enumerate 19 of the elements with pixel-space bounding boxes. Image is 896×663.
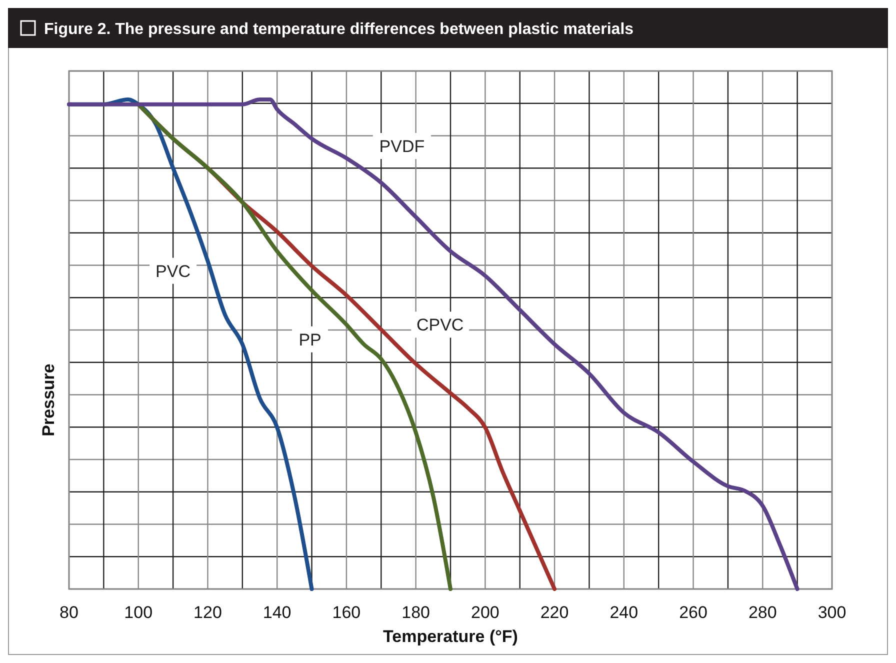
x-tick-label: 180	[402, 603, 430, 622]
x-tick-label: 220	[540, 603, 569, 622]
series-label: CPVC	[416, 316, 464, 335]
x-tick-label: 260	[679, 603, 708, 622]
series-label: PP	[298, 330, 322, 350]
x-tick-label: 300	[818, 603, 846, 622]
x-tick-label: 280	[748, 603, 777, 622]
x-tick-label: 100	[124, 603, 153, 622]
x-tick-label: 200	[470, 603, 500, 622]
y-axis-title: Pressure	[39, 364, 58, 436]
series-label: PVDF	[379, 136, 425, 156]
x-tick-label: 160	[332, 603, 361, 622]
x-tick-label: 120	[194, 603, 222, 622]
series-label: PVC	[156, 262, 191, 281]
chart-title: Figure 2. The pressure and temperature differences between plastic materials	[44, 21, 634, 38]
x-tick-label: 140	[262, 603, 292, 622]
x-axis-title: Temperature (°F)	[383, 627, 518, 646]
x-tick-label: 80	[60, 603, 78, 622]
x-tick-label: 240	[610, 603, 638, 622]
